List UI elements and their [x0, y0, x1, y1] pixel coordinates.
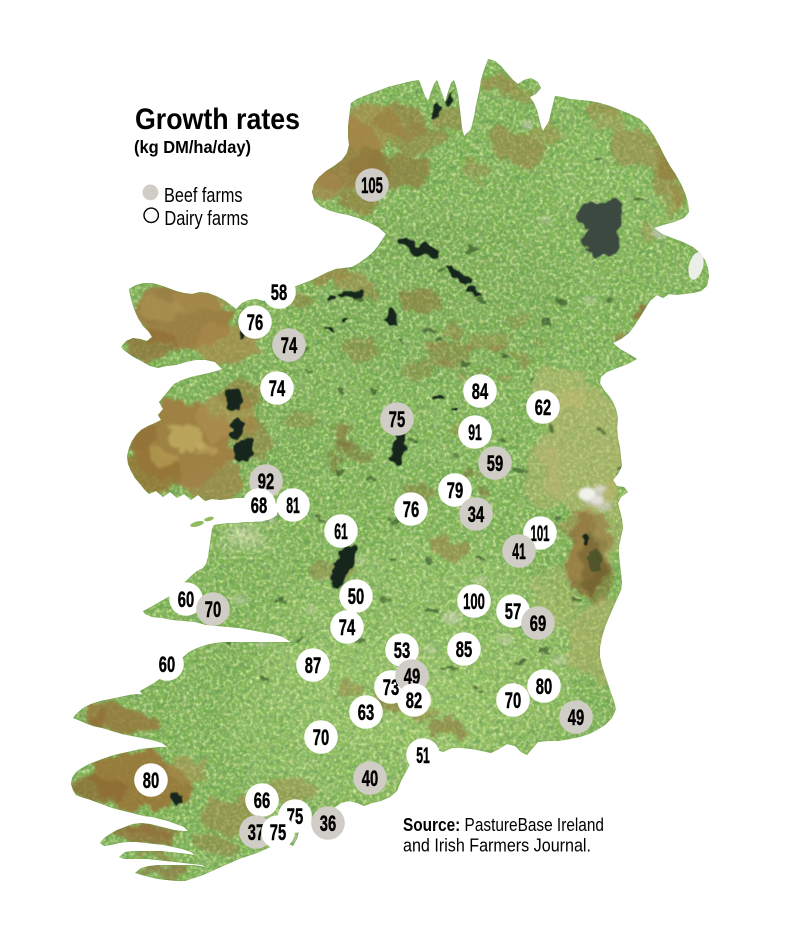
svg-text:62: 62 [535, 395, 551, 420]
svg-text:70: 70 [313, 725, 329, 750]
svg-text:60: 60 [159, 652, 175, 677]
svg-text:74: 74 [339, 615, 356, 640]
svg-text:61: 61 [334, 519, 348, 544]
svg-text:100: 100 [463, 589, 485, 614]
svg-text:60: 60 [178, 587, 194, 612]
svg-text:84: 84 [472, 379, 489, 404]
svg-text:50: 50 [348, 584, 364, 609]
svg-text:49: 49 [404, 664, 420, 689]
svg-text:36: 36 [320, 811, 336, 836]
svg-text:Growth rates: Growth rates [135, 103, 300, 136]
svg-text:59: 59 [487, 451, 503, 476]
svg-text:91: 91 [468, 420, 482, 445]
svg-text:49: 49 [568, 705, 584, 730]
svg-text:66: 66 [254, 788, 270, 813]
svg-text:57: 57 [505, 599, 521, 624]
svg-text:85: 85 [456, 637, 472, 662]
svg-text:75: 75 [270, 820, 286, 845]
svg-text:92: 92 [258, 469, 274, 494]
svg-text:87: 87 [305, 653, 321, 678]
svg-text:Source: PastureBase Ireland: Source: PastureBase Ireland [403, 814, 604, 835]
svg-text:Beef farms: Beef farms [164, 185, 243, 207]
svg-text:69: 69 [530, 611, 546, 636]
svg-text:73: 73 [383, 675, 399, 700]
svg-text:76: 76 [403, 497, 419, 522]
svg-text:41: 41 [512, 539, 526, 564]
svg-text:80: 80 [143, 768, 159, 793]
svg-text:and Irish Farmers Journal.: and Irish Farmers Journal. [403, 835, 591, 856]
svg-text:81: 81 [286, 493, 300, 518]
svg-text:Dairy farms: Dairy farms [164, 208, 248, 230]
svg-text:37: 37 [248, 820, 264, 845]
svg-text:105: 105 [361, 173, 383, 198]
svg-text:34: 34 [468, 502, 485, 527]
svg-text:51: 51 [416, 743, 430, 768]
svg-text:74: 74 [269, 376, 286, 401]
svg-text:53: 53 [394, 638, 410, 663]
svg-text:(kg DM/ha/day): (kg DM/ha/day) [134, 137, 251, 157]
svg-text:58: 58 [271, 280, 287, 305]
svg-text:82: 82 [406, 688, 422, 713]
svg-text:40: 40 [362, 766, 378, 791]
svg-text:70: 70 [505, 688, 521, 713]
svg-text:74: 74 [281, 333, 298, 358]
svg-text:76: 76 [247, 310, 263, 335]
svg-text:80: 80 [536, 674, 552, 699]
svg-text:70: 70 [205, 597, 221, 622]
svg-text:79: 79 [447, 478, 463, 503]
svg-text:63: 63 [358, 700, 374, 725]
svg-text:68: 68 [251, 493, 267, 518]
svg-text:101: 101 [531, 521, 550, 546]
svg-text:75: 75 [389, 407, 405, 432]
